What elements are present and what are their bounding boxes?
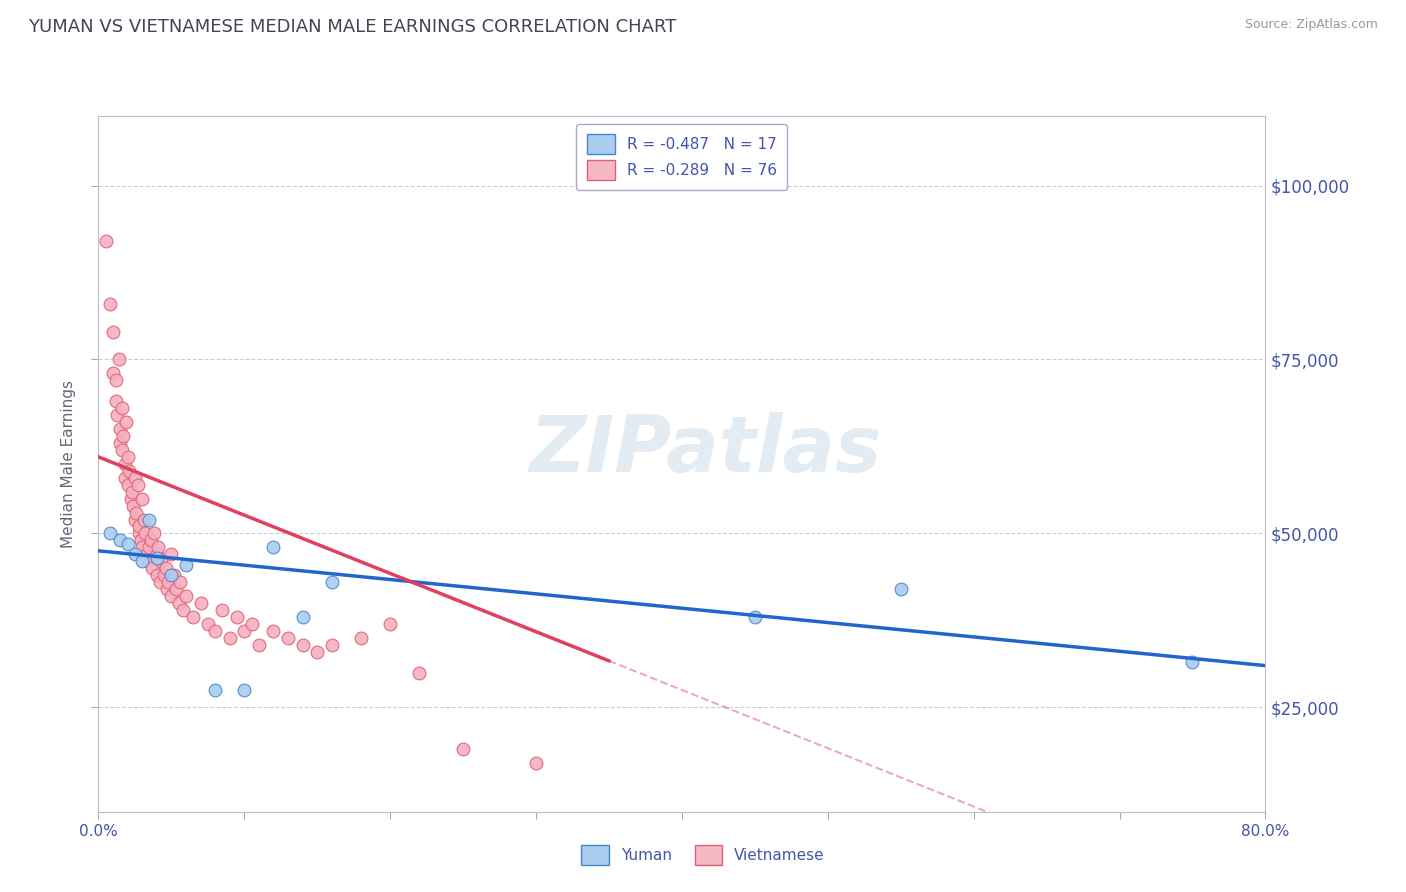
Point <box>204 624 226 638</box>
Point <box>153 568 176 582</box>
Point <box>134 526 156 541</box>
Point <box>120 491 142 506</box>
Point <box>124 471 146 485</box>
Point <box>128 526 150 541</box>
Point <box>104 373 127 387</box>
Point <box>139 533 162 548</box>
Point <box>291 610 314 624</box>
Point <box>138 541 160 555</box>
Point <box>114 457 136 471</box>
Point <box>105 408 128 422</box>
Point <box>132 512 155 526</box>
Point <box>524 756 547 770</box>
Point <box>101 325 124 339</box>
Point <box>111 401 134 416</box>
Point <box>115 415 138 429</box>
Point <box>156 582 179 596</box>
Point <box>112 429 135 443</box>
Point <box>128 519 150 533</box>
Point <box>172 603 194 617</box>
Point <box>167 596 190 610</box>
Point <box>307 645 329 659</box>
Point <box>163 568 186 582</box>
Point <box>218 631 240 645</box>
Point <box>146 550 169 565</box>
Point <box>125 506 148 520</box>
Point <box>148 541 170 555</box>
Point <box>378 616 402 631</box>
Point <box>129 533 152 548</box>
Point <box>117 477 139 491</box>
Legend: Yuman, Vietnamese: Yuman, Vietnamese <box>571 834 835 875</box>
Point <box>197 616 219 631</box>
Text: ZIPatlas: ZIPatlas <box>529 412 882 488</box>
Text: Source: ZipAtlas.com: Source: ZipAtlas.com <box>1244 18 1378 31</box>
Point <box>142 526 165 541</box>
Point <box>262 624 284 638</box>
Point <box>890 582 912 596</box>
Point <box>110 436 132 450</box>
Point <box>118 464 141 478</box>
Point <box>108 352 131 367</box>
Point <box>155 561 177 575</box>
Point <box>149 575 172 590</box>
Point <box>181 610 204 624</box>
Point <box>160 589 183 603</box>
Point <box>122 499 145 513</box>
Point <box>121 484 143 499</box>
Point <box>111 442 134 457</box>
Point <box>744 610 766 624</box>
Point <box>211 603 233 617</box>
Point <box>98 297 121 311</box>
Legend: R = -0.487   N = 17, R = -0.289   N = 76: R = -0.487 N = 17, R = -0.289 N = 76 <box>576 124 787 190</box>
Point <box>1181 655 1204 669</box>
Point <box>110 533 132 548</box>
Point <box>127 477 149 491</box>
Point <box>204 683 226 698</box>
Point <box>233 683 256 698</box>
Point <box>174 589 197 603</box>
Point <box>136 554 159 568</box>
Point <box>114 471 136 485</box>
Point <box>174 558 197 572</box>
Point <box>160 547 183 561</box>
Point <box>226 610 249 624</box>
Point <box>291 638 314 652</box>
Point <box>262 541 284 555</box>
Point <box>451 742 474 756</box>
Y-axis label: Median Male Earnings: Median Male Earnings <box>60 380 76 548</box>
Point <box>146 547 169 561</box>
Point <box>124 512 146 526</box>
Text: YUMAN VS VIETNAMESE MEDIAN MALE EARNINGS CORRELATION CHART: YUMAN VS VIETNAMESE MEDIAN MALE EARNINGS… <box>28 18 676 36</box>
Point <box>247 638 270 652</box>
Point <box>131 541 153 555</box>
Point <box>408 665 430 680</box>
Point <box>101 367 124 381</box>
Point <box>124 547 146 561</box>
Point <box>157 575 180 590</box>
Point <box>94 234 117 248</box>
Point <box>138 512 160 526</box>
Point <box>350 631 373 645</box>
Point <box>131 554 153 568</box>
Point <box>131 491 153 506</box>
Point <box>277 631 299 645</box>
Point <box>321 638 343 652</box>
Point <box>150 554 173 568</box>
Point <box>117 537 139 551</box>
Point <box>146 568 169 582</box>
Point <box>165 582 187 596</box>
Point <box>160 568 183 582</box>
Point <box>135 547 157 561</box>
Point <box>190 596 212 610</box>
Point <box>321 575 343 590</box>
Point <box>117 450 139 464</box>
Point <box>141 561 163 575</box>
Point <box>98 526 121 541</box>
Point <box>233 624 256 638</box>
Point <box>110 422 132 436</box>
Point <box>104 394 127 409</box>
Point <box>169 575 191 590</box>
Point <box>240 616 263 631</box>
